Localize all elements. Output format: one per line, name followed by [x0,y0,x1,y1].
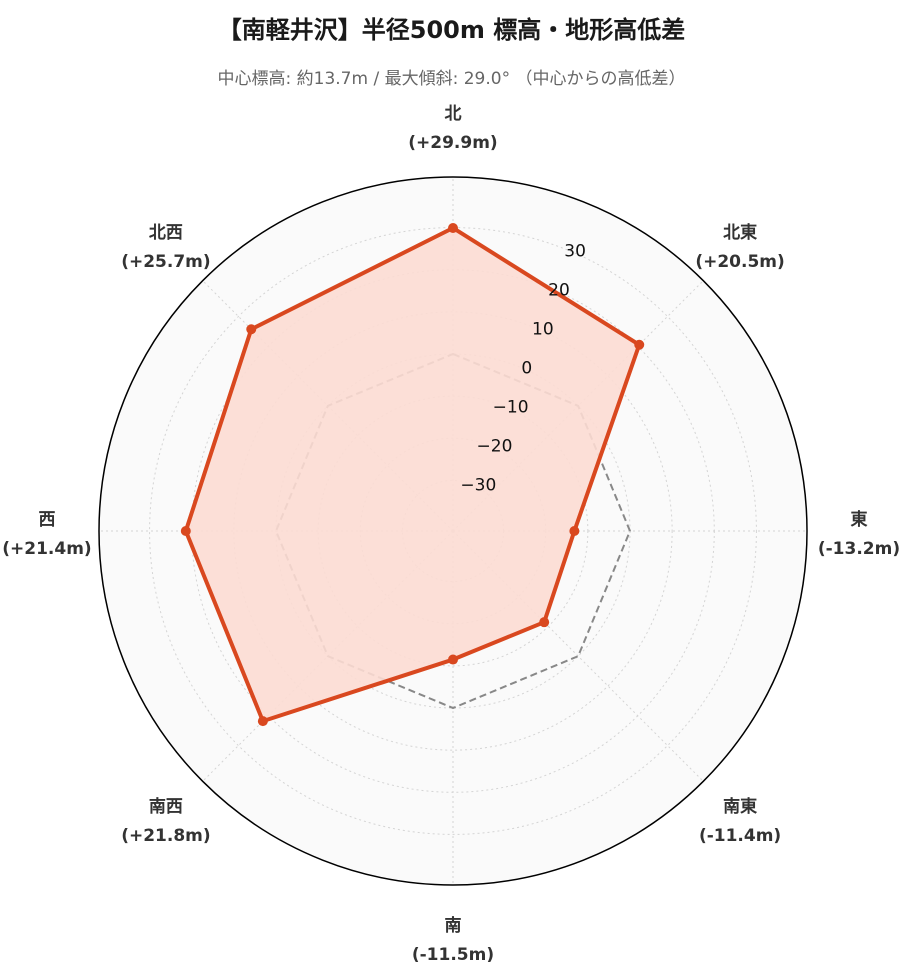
direction-value-label: (+21.4m) [2,539,91,559]
data-point-6 [257,716,268,727]
grid-spoke [452,530,704,782]
direction-value-label: (-13.2m) [818,539,900,559]
elevation-series-points [180,222,645,727]
data-point-8 [246,324,257,335]
direction-value-label: (+29.9m) [408,133,497,153]
radial-tick-label: 30 [564,242,586,262]
data-point-4 [539,617,550,628]
direction-name: 南 [445,915,462,936]
data-point-5 [448,654,458,665]
radial-tick-labels: −30 −20 −10 010 20 30 [460,242,586,496]
data-point-3 [569,526,580,536]
direction-name: 北西 [149,223,183,243]
chart-title: 【南軽井沢】半径500m 標高・地形高低差 [217,16,686,44]
data-point-1 [448,222,458,233]
direction-value-label: (+20.5m) [695,252,784,272]
grid-ring [233,311,673,751]
direction-value-label: (+25.7m) [121,252,210,272]
radial-tick-label: 10 [532,320,554,340]
polar-outline [98,176,808,886]
direction-name: 北東 [723,222,757,243]
radial-tick-label: −20 [477,436,513,456]
radial-tick-label: 20 [548,281,570,301]
direction-value-label: (-11.5m) [412,945,494,962]
direction-value-label: (-11.4m) [699,826,781,846]
direction-name: 南東 [723,796,757,817]
direction-value-label: (+21.8m) [121,826,210,846]
direction-name: 南西 [149,796,183,817]
grid-ring [149,227,757,835]
chart-subtitle: 中心標高: 約13.7m / 最大傾斜: 29.0° （中心からの高低差） [217,69,686,89]
direction-name: 東 [851,509,868,530]
data-point-2 [634,339,645,350]
radial-tick-label: −10 [493,397,529,417]
direction-name: 北 [445,104,462,124]
data-point-7 [180,526,191,536]
direction-labels: 北 (+29.9m) 北東 (+20.5m) 東 (-13.2m) 南東 (-11.4m) 南 (… [2,104,900,962]
radial-tick-label: 0 [521,358,532,378]
direction-name: 西 [39,510,56,530]
radial-tick-label: −30 [460,475,496,495]
